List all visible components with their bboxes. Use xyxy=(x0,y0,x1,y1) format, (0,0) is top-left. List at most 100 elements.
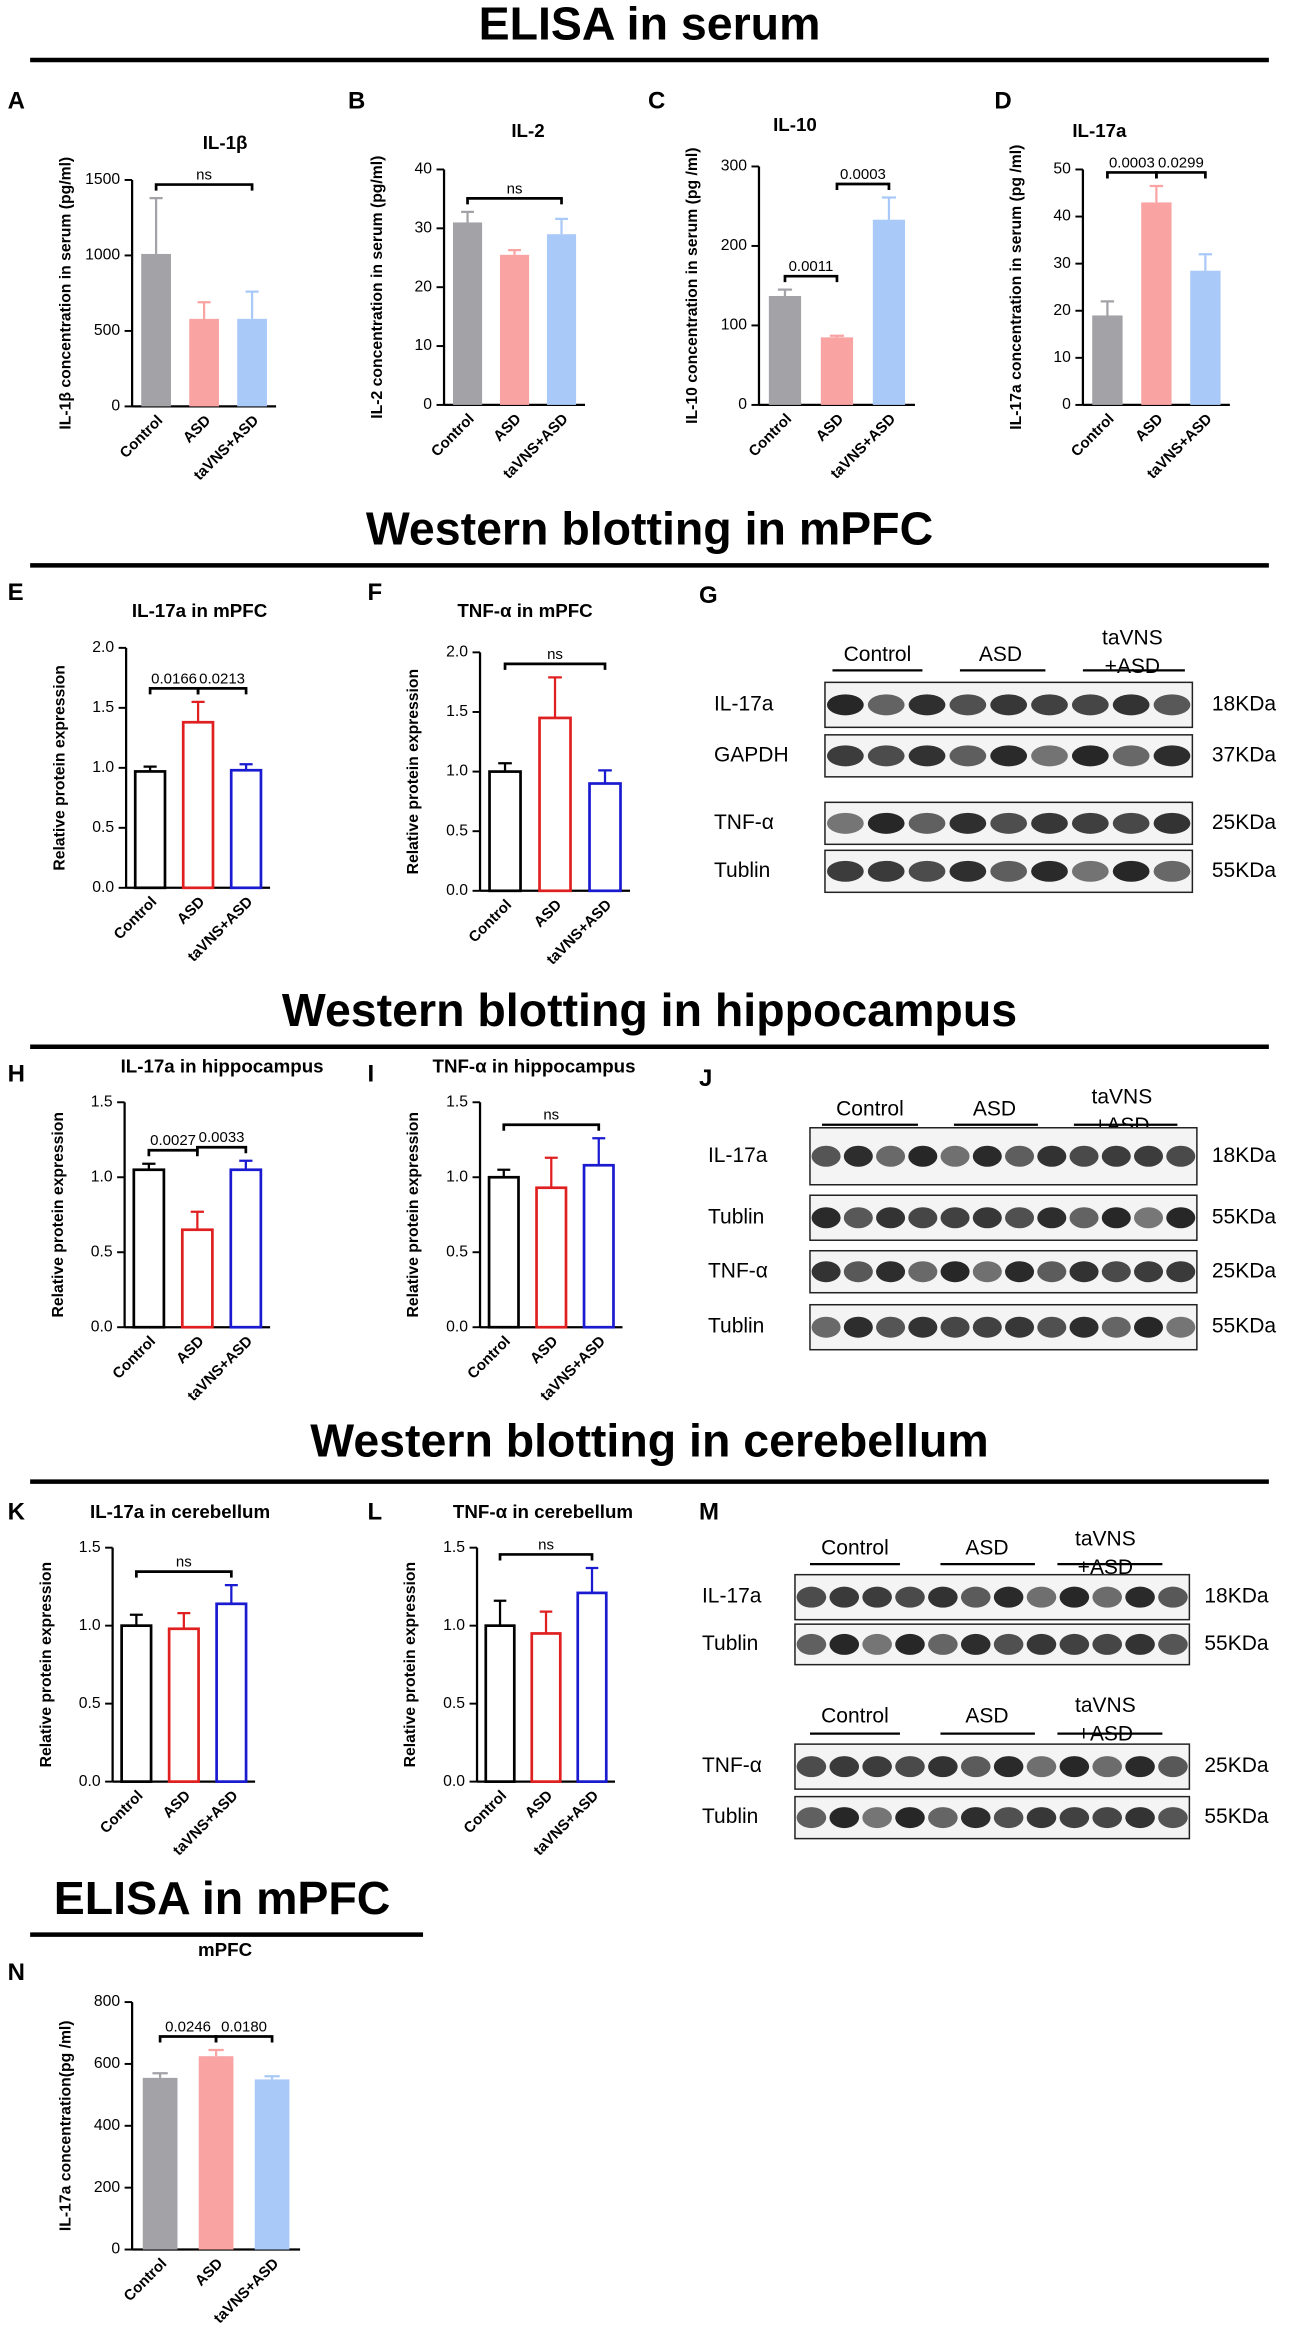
panel-letter: A xyxy=(8,87,25,114)
blot-band xyxy=(1031,745,1068,767)
blot-band xyxy=(1037,1207,1067,1229)
blot-band xyxy=(1069,1207,1099,1229)
protein-label: GAPDH xyxy=(714,743,789,766)
blot-strip xyxy=(794,1743,1191,1790)
blot-band xyxy=(867,860,905,882)
blot-band xyxy=(876,1261,906,1283)
y-tick-label: 0.5 xyxy=(91,1243,113,1260)
blot-band xyxy=(928,1807,958,1829)
blot-band xyxy=(1026,1807,1057,1829)
y-tick-label: 0 xyxy=(738,396,747,413)
blot-band xyxy=(949,745,987,767)
blot-band xyxy=(862,1586,892,1608)
panel-letter: G xyxy=(699,582,718,609)
section-title: Western blotting in mPFC xyxy=(366,503,933,555)
blot-band xyxy=(1112,812,1150,834)
blot-band xyxy=(1071,694,1109,716)
blot-band xyxy=(928,1586,958,1608)
y-tick-label: 30 xyxy=(1053,255,1071,272)
bar xyxy=(484,1624,516,1783)
blot-band xyxy=(829,1756,860,1778)
error-bar xyxy=(555,217,568,235)
y-axis-label: Relative protein expression xyxy=(402,1562,419,1768)
bar xyxy=(872,219,906,405)
error-bar xyxy=(777,288,793,297)
significance-bracket xyxy=(466,196,563,205)
y-tick-label: 800 xyxy=(94,1993,121,2010)
significance-label: 0.0027 xyxy=(150,1132,196,1149)
bar xyxy=(229,768,263,890)
chart-title: TNF-α in cerebellum xyxy=(453,1501,633,1522)
protein-label: IL-17a xyxy=(714,692,774,715)
bar xyxy=(499,254,530,405)
y-tick-label: 2.0 xyxy=(446,644,468,661)
significance-label: ns xyxy=(547,646,563,663)
bar xyxy=(180,1228,214,1329)
error-bar xyxy=(152,2072,168,2078)
bar xyxy=(254,2079,290,2250)
blot-band xyxy=(1092,1807,1123,1829)
bar xyxy=(1141,202,1172,405)
molecular-weight: 18KDa xyxy=(1212,692,1276,715)
y-tick-label: 20 xyxy=(415,278,433,295)
bar xyxy=(215,1602,248,1783)
bar xyxy=(487,1175,520,1329)
significance-bracket xyxy=(154,183,254,191)
lane-group-label: taVNS xyxy=(1075,1694,1136,1717)
molecular-weight: 37KDa xyxy=(1212,743,1276,766)
y-tick-label: 1.5 xyxy=(91,1093,113,1110)
y-axis-label: IL-2 concentration in serum (pg/ml) xyxy=(369,156,386,419)
y-axis-label: Relative protein expression xyxy=(405,669,422,875)
blot-band xyxy=(1031,694,1068,716)
bar xyxy=(820,337,854,405)
y-tick-label: 1.5 xyxy=(79,1539,101,1556)
error-bar xyxy=(585,1566,599,1593)
blot-band xyxy=(908,1316,938,1338)
panel-letter: F xyxy=(368,579,383,606)
blot-band xyxy=(1037,1316,1067,1338)
y-axis-label: Relative protein expression xyxy=(50,1112,67,1318)
panel-letter: I xyxy=(368,1061,375,1088)
y-tick-label: 10 xyxy=(1053,349,1071,366)
blot-band xyxy=(1101,1316,1131,1338)
y-tick-label: 1.5 xyxy=(446,1093,468,1110)
molecular-weight: 55KDa xyxy=(1212,1315,1276,1338)
blot-band xyxy=(960,1633,991,1655)
lane-group-label: taVNS xyxy=(1092,1085,1153,1108)
blot-band xyxy=(1071,860,1109,882)
error-bar xyxy=(493,1599,507,1626)
blot-band xyxy=(827,860,864,882)
blot-band xyxy=(972,1261,1002,1283)
y-tick-label: 30 xyxy=(415,219,433,236)
bar xyxy=(167,1627,200,1783)
blot-band xyxy=(1059,1807,1090,1829)
y-tick-label: 300 xyxy=(721,158,748,175)
bar xyxy=(588,782,622,893)
y-tick-label: 20 xyxy=(1053,302,1071,319)
y-axis-label: IL-1β concentration in serum (pg/ml) xyxy=(57,157,74,430)
blot-band xyxy=(862,1633,892,1655)
error-bar xyxy=(264,2075,280,2080)
error-bar xyxy=(1100,300,1115,316)
significance-label: 0.0246 xyxy=(165,2018,211,2035)
blot-band xyxy=(1166,1207,1196,1229)
blot-band xyxy=(843,1145,873,1167)
y-axis-label: Relative protein expression xyxy=(51,665,68,871)
blot-strip xyxy=(809,1127,1198,1186)
blot-band xyxy=(811,1261,841,1283)
y-tick-label: 0 xyxy=(423,396,432,413)
section-title: ELISA in serum xyxy=(479,0,821,49)
blot-band xyxy=(1134,1207,1164,1229)
y-tick-label: 0.5 xyxy=(79,1695,101,1712)
panel-letter: L xyxy=(368,1499,383,1526)
blot-band xyxy=(1037,1145,1067,1167)
y-tick-label: 0.0 xyxy=(446,882,468,899)
error-bar xyxy=(1149,184,1164,203)
chart-title: IL-17a in hippocampus xyxy=(121,1056,324,1077)
significance-label: 0.0166 xyxy=(151,670,197,687)
error-bar xyxy=(598,769,612,784)
blot-band xyxy=(972,1316,1002,1338)
y-tick-label: 0.0 xyxy=(446,1318,468,1335)
blot-band xyxy=(993,1633,1024,1655)
bar xyxy=(1092,315,1123,405)
